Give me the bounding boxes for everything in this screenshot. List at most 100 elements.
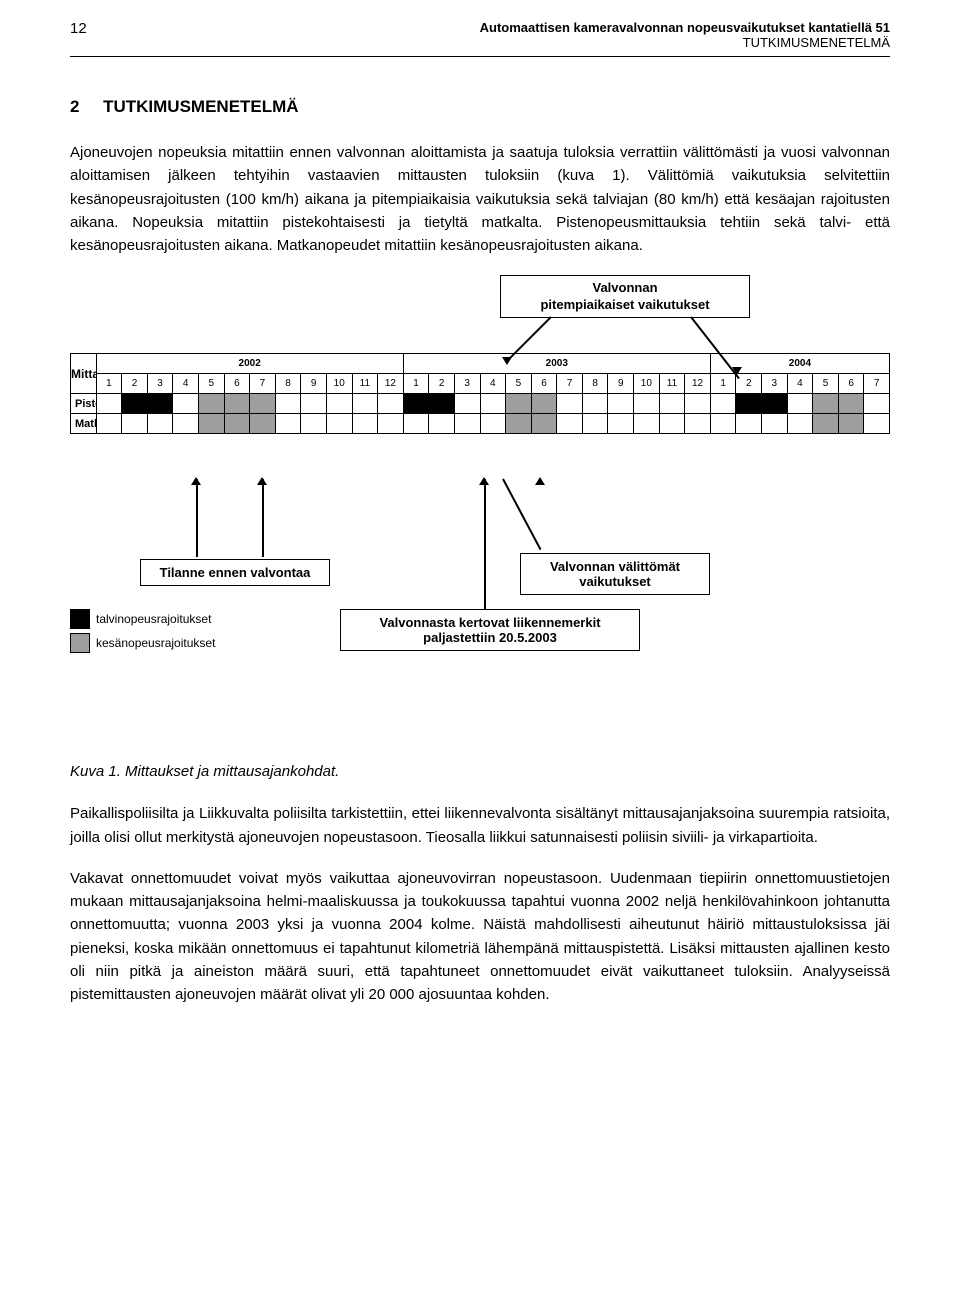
data-cell [710, 394, 736, 414]
arrow-line [196, 479, 198, 557]
header-title: Automaattisen kameravalvonnan nopeusvaik… [110, 20, 890, 35]
data-cell [454, 394, 480, 414]
legend-label-kesa: kesänopeusrajoitukset [96, 636, 215, 650]
month-cell: 9 [608, 374, 634, 394]
legend-label-talvi: talvinopeusrajoitukset [96, 612, 211, 626]
month-cell: 12 [378, 374, 404, 394]
page: 12 Automaattisen kameravalvonnan nopeusv… [0, 0, 960, 1064]
data-cell [531, 394, 557, 414]
page-header: 12 Automaattisen kameravalvonnan nopeusv… [70, 20, 890, 57]
data-cell [429, 414, 455, 434]
month-cell: 3 [454, 374, 480, 394]
data-cell [813, 394, 839, 414]
data-cell [608, 394, 634, 414]
year-row: Mittaus 2002 2003 2004 [71, 354, 890, 374]
data-cell [582, 394, 608, 414]
header-titles: Automaattisen kameravalvonnan nopeusvaik… [110, 20, 890, 50]
data-cell [813, 414, 839, 434]
data-cell [787, 394, 813, 414]
month-cell: 3 [147, 374, 173, 394]
data-cell [250, 394, 276, 414]
data-cell [275, 394, 301, 414]
pistenopeus-row: Pistenopeus [71, 394, 890, 414]
month-cell: 11 [352, 374, 378, 394]
month-cell: 6 [224, 374, 250, 394]
paragraph-1: Ajoneuvojen nopeuksia mitattiin ennen va… [70, 141, 890, 257]
data-cell [864, 394, 890, 414]
section-title: TUTKIMUSMENETELMÄ [103, 97, 298, 116]
data-cell [710, 414, 736, 434]
data-cell [787, 414, 813, 434]
chart-wrap: Mittaus 2002 2003 2004 12345678910111212… [70, 353, 890, 533]
legend-swatch-gray [70, 633, 90, 653]
arrow-line [262, 479, 264, 557]
data-cell [403, 414, 429, 434]
month-cell: 9 [301, 374, 327, 394]
month-cell: 5 [198, 374, 224, 394]
callout-valittomat: Valvonnan välittömät vaikutukset [520, 553, 710, 595]
data-cell [531, 414, 557, 434]
data-cell [147, 394, 173, 414]
data-cell [301, 414, 327, 434]
data-cell [403, 394, 429, 414]
month-row: 1234567891011121234567891011121234567 [71, 374, 890, 394]
lower-figure: Tilanne ennen valvontaa Valvonnan välitt… [70, 549, 890, 749]
data-cell [352, 414, 378, 434]
data-cell [122, 414, 148, 434]
callout-kertovat: Valvonnasta kertovat liikennemerkit palj… [340, 609, 640, 651]
month-cell: 2 [122, 374, 148, 394]
legend-row-kesa: kesänopeusrajoitukset [70, 633, 215, 653]
figure-1: Valvonnan pitempiaikaiset vaikutukset Mi… [70, 275, 890, 749]
month-cell: 4 [787, 374, 813, 394]
data-cell [378, 394, 404, 414]
data-cell [685, 394, 711, 414]
data-cell [147, 414, 173, 434]
arrow-head-icon [479, 477, 489, 485]
data-cell [736, 414, 762, 434]
section-number: 2 [70, 97, 79, 116]
data-cell [275, 414, 301, 434]
arrow-head-icon [191, 477, 201, 485]
data-cell [326, 394, 352, 414]
month-cell: 8 [582, 374, 608, 394]
data-cell [173, 414, 199, 434]
data-cell [224, 414, 250, 434]
paragraph-2: Paikallispoliisilta ja Liikkuvalta polii… [70, 802, 890, 849]
month-cell: 5 [506, 374, 532, 394]
data-cell [634, 414, 660, 434]
month-cell: 10 [634, 374, 660, 394]
figure-caption: Kuva 1. Mittaukset ja mittausajankohdat. [70, 763, 890, 780]
data-cell [480, 394, 506, 414]
paragraph-3: Vakavat onnettomuudet voivat myös vaikut… [70, 867, 890, 1007]
month-cell: 7 [557, 374, 583, 394]
month-cell: 7 [864, 374, 890, 394]
month-cell: 6 [531, 374, 557, 394]
data-cell [429, 394, 455, 414]
data-cell [762, 394, 788, 414]
month-cell: 4 [480, 374, 506, 394]
data-cell [838, 414, 864, 434]
data-cell [685, 414, 711, 434]
data-cell [301, 394, 327, 414]
data-cell [96, 394, 122, 414]
callout-pitempi: Valvonnan pitempiaikaiset vaikutukset [500, 275, 750, 318]
data-cell [838, 394, 864, 414]
legend-swatch-black [70, 609, 90, 629]
month-cell: 2 [429, 374, 455, 394]
data-cell [198, 394, 224, 414]
callout-tilanne: Tilanne ennen valvontaa [140, 559, 330, 586]
month-cell: 12 [685, 374, 711, 394]
month-cell: 6 [838, 374, 864, 394]
year-2002: 2002 [96, 354, 403, 374]
matkanopeus-row: Matkanopeus [71, 414, 890, 434]
top-callout-area: Valvonnan pitempiaikaiset vaikutukset [70, 275, 890, 345]
data-cell [378, 414, 404, 434]
row-label-matkanopeus: Matkanopeus [71, 414, 97, 434]
month-cell: 1 [710, 374, 736, 394]
data-cell [557, 414, 583, 434]
legend-row-talvi: talvinopeusrajoitukset [70, 609, 215, 629]
data-cell [454, 414, 480, 434]
data-cell [659, 414, 685, 434]
data-cell [864, 414, 890, 434]
header-subtitle: TUTKIMUSMENETELMÄ [110, 35, 890, 50]
